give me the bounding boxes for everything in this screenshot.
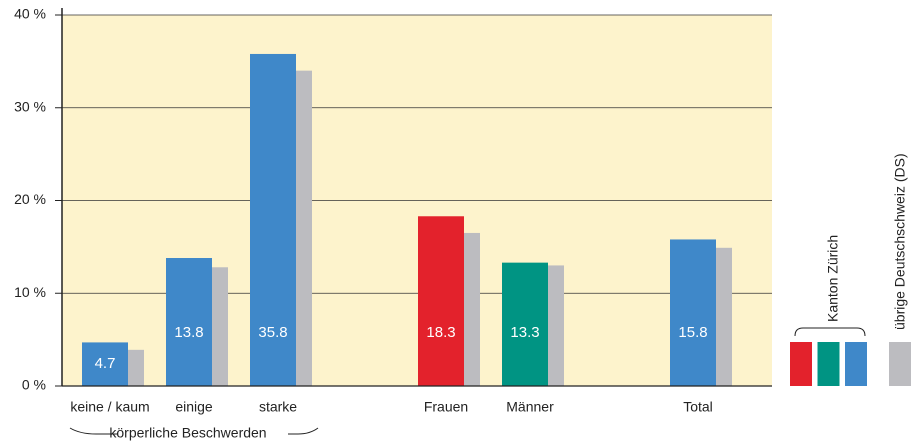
x-tick-label: Frauen	[424, 399, 468, 415]
bar	[716, 247, 732, 386]
annotation-bracket	[69, 427, 319, 435]
bar	[464, 232, 480, 386]
legend-swatch	[845, 342, 867, 386]
legend-label: Kanton Zürich	[825, 235, 841, 322]
bar	[296, 70, 312, 387]
bar	[128, 349, 144, 386]
bar	[166, 258, 212, 386]
legend-label: übrige Deutschschweiz (DS)	[892, 153, 908, 330]
bar	[82, 342, 128, 386]
bar	[212, 267, 228, 386]
legend-swatch	[817, 342, 840, 386]
y-tick-label: 0 %	[22, 377, 46, 393]
x-tick-label: Männer	[506, 399, 554, 415]
bar	[418, 216, 464, 386]
annotation: körperliche Beschwerden	[109, 425, 266, 441]
value-label: 18.3	[426, 324, 455, 341]
legend-bracket	[794, 327, 866, 337]
legend-swatch	[790, 342, 812, 386]
y-tick-label: 40 %	[14, 6, 46, 22]
y-tick-label: 10 %	[14, 284, 46, 300]
bar	[670, 239, 716, 386]
bar	[250, 53, 296, 386]
value-label: 13.3	[510, 324, 539, 341]
x-tick-label: keine / kaum	[70, 399, 149, 415]
value-label: 4.7	[95, 355, 116, 372]
x-tick-label: Total	[683, 399, 713, 415]
value-label: 15.8	[678, 324, 707, 341]
value-label: 35.8	[258, 324, 287, 341]
y-tick-label: 20 %	[14, 191, 46, 207]
legend-swatch	[889, 342, 911, 386]
x-tick-label: einige	[175, 399, 213, 415]
y-tick-label: 30 %	[14, 98, 46, 114]
bar	[502, 262, 548, 386]
x-tick-label: starke	[259, 399, 297, 415]
bar	[548, 265, 564, 386]
value-label: 13.8	[174, 324, 203, 341]
